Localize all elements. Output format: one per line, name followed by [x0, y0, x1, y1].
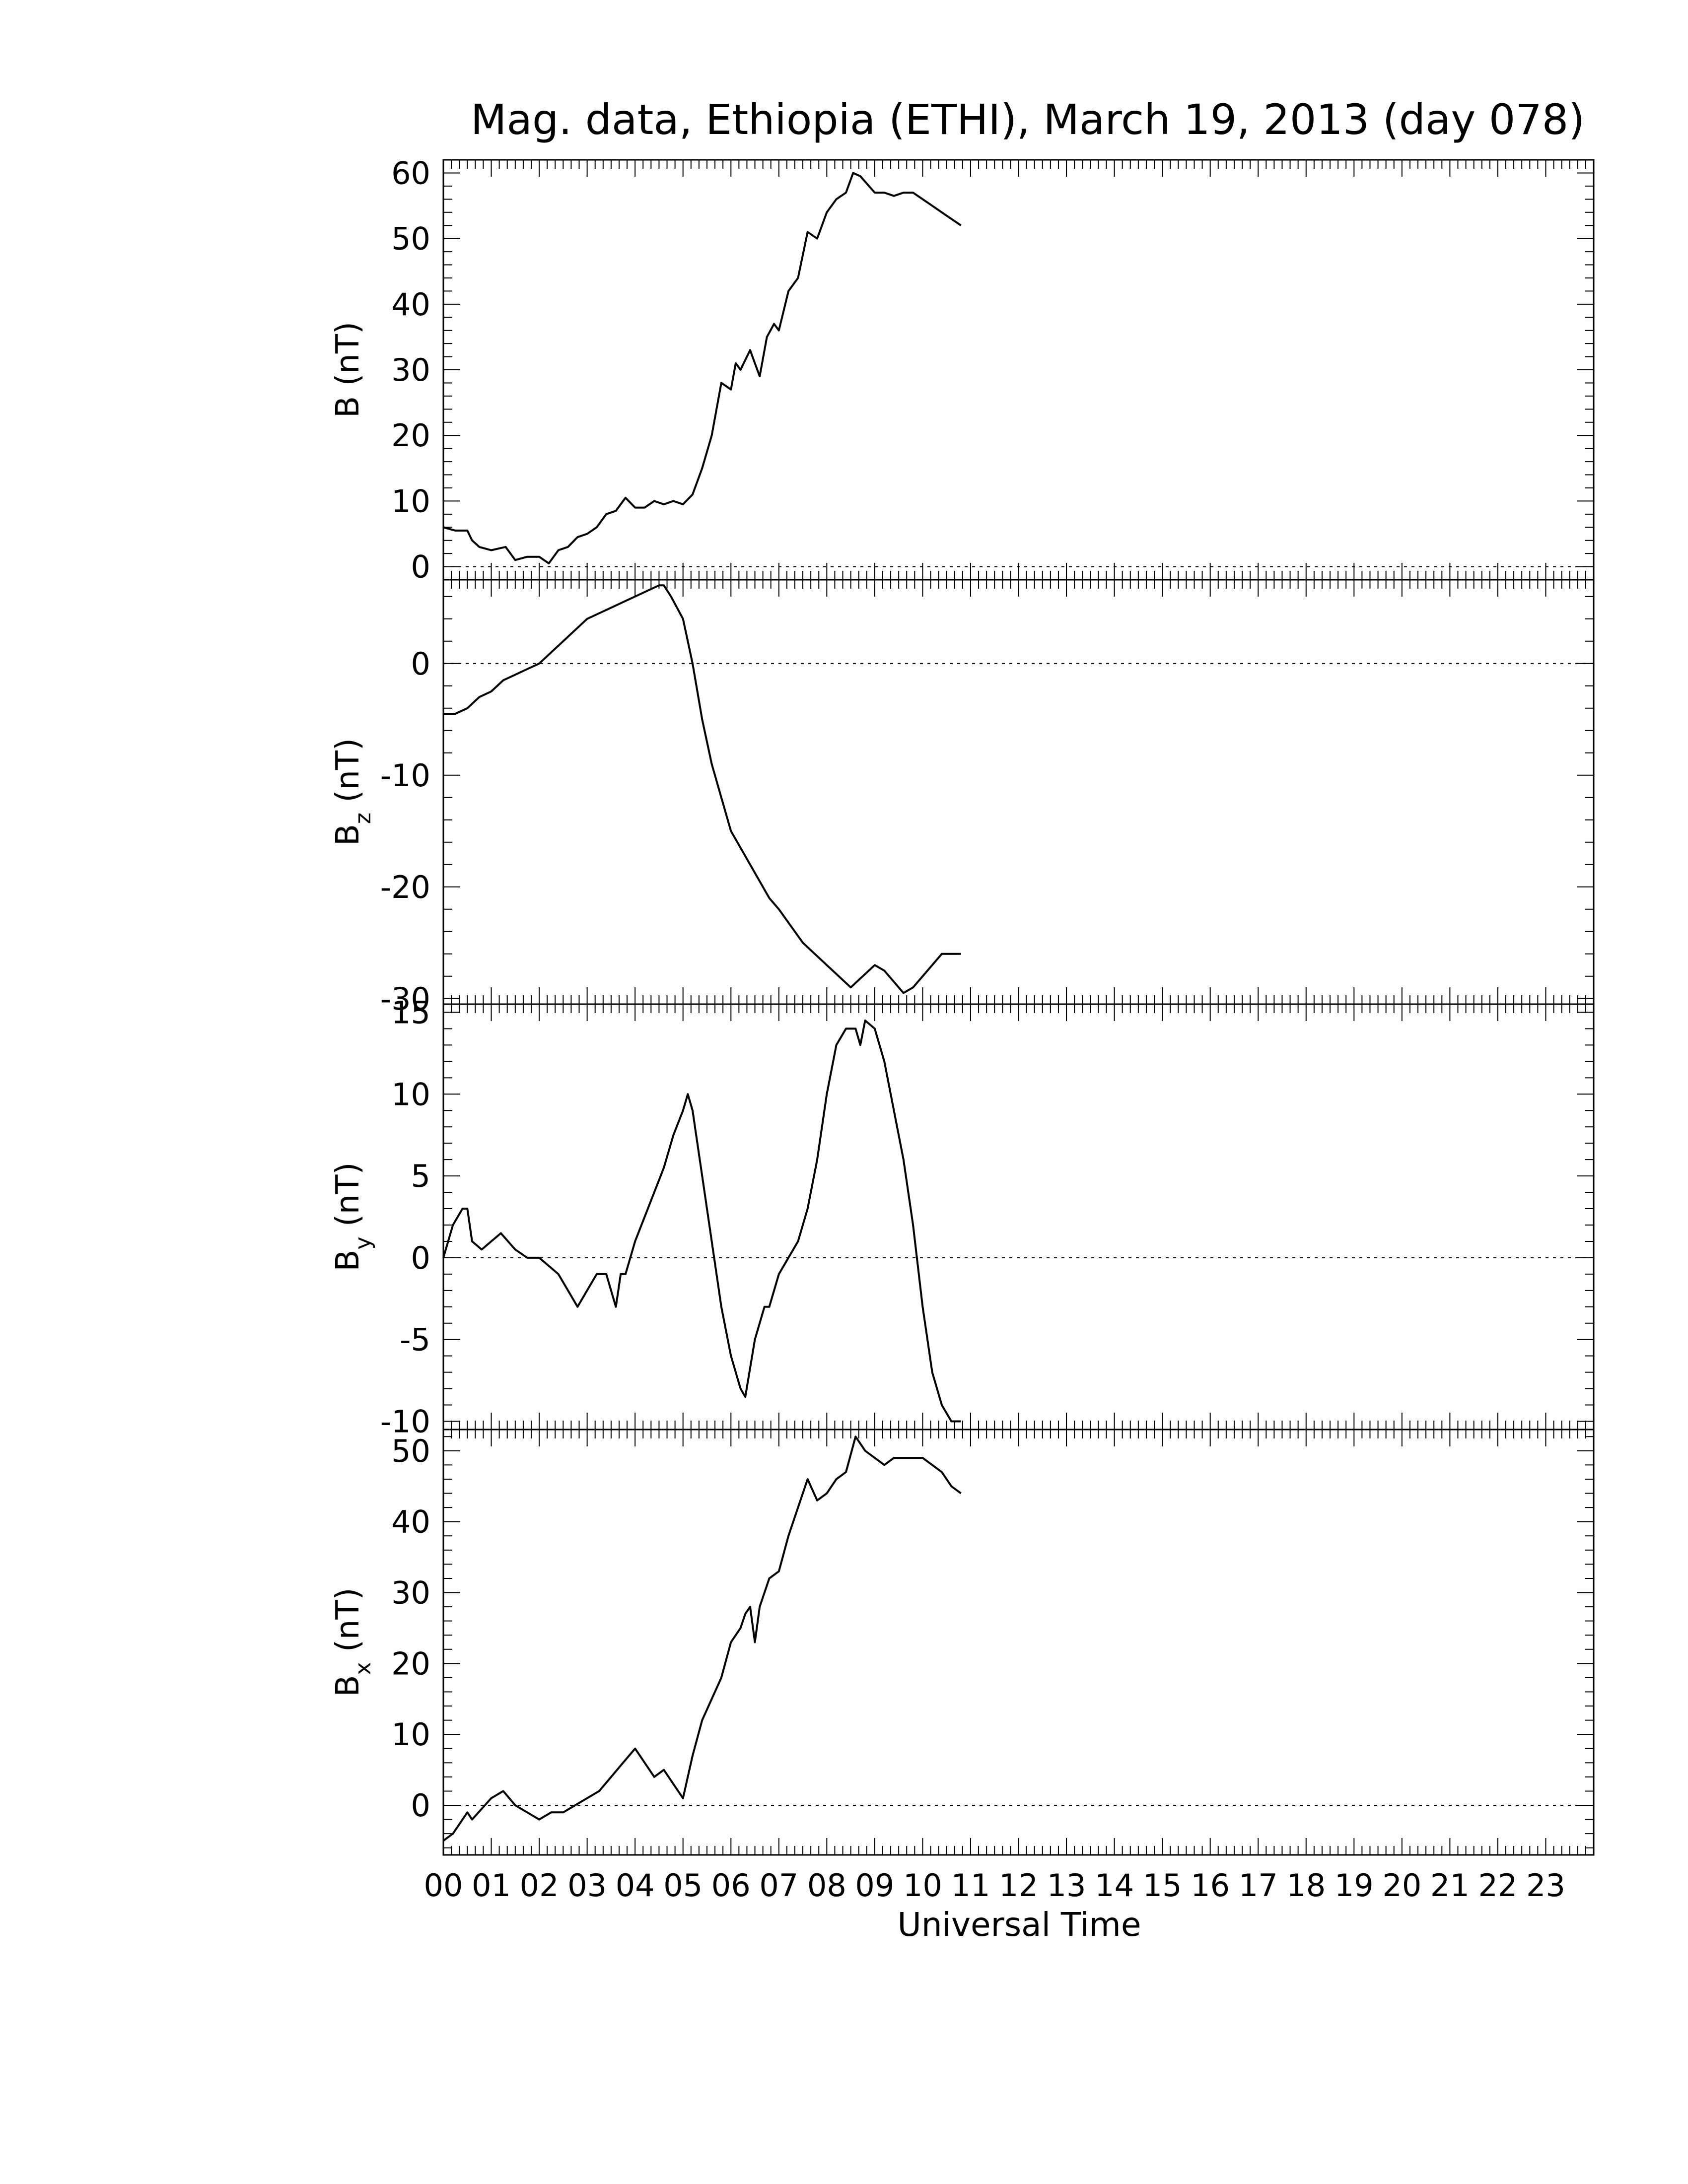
y-tick-marks: [443, 1012, 1594, 1422]
x-tick-label: 20: [1382, 1867, 1421, 1904]
y-tick-label: 40: [391, 1504, 430, 1540]
x-tick-label: 06: [711, 1867, 751, 1904]
y-tick-label: 20: [391, 417, 430, 454]
x-tick-label: 21: [1430, 1867, 1470, 1904]
x-tick-label: 01: [472, 1867, 511, 1904]
y-tick-label: 50: [391, 1433, 430, 1469]
x-tick-label: 17: [1239, 1867, 1278, 1904]
x-tick-label: 22: [1478, 1867, 1517, 1904]
y-tick-marks: [443, 1436, 1594, 1848]
x-tick-label: 10: [903, 1867, 942, 1904]
series-line-by: [442, 1020, 961, 1423]
y-tick-label: 30: [391, 1575, 430, 1611]
y-axis-label: Bx (nT): [330, 1588, 376, 1697]
x-axis-label: Universal Time: [898, 1906, 1141, 1944]
series-line-bx: [442, 1435, 962, 1842]
y-tick-label: 5: [411, 1158, 430, 1194]
x-tick-label: 02: [520, 1867, 559, 1904]
x-tick-label: 19: [1335, 1867, 1374, 1904]
x-tick-label: 15: [1143, 1867, 1182, 1904]
y-tick-label: -5: [400, 1322, 430, 1358]
y-tick-label: 30: [391, 352, 430, 388]
y-axis-label: Bz (nT): [330, 738, 376, 846]
x-tick-marks: [443, 1430, 1594, 1855]
x-tick-label: 13: [1047, 1867, 1086, 1904]
y-tick-label: 10: [391, 1716, 430, 1753]
y-tick-marks: [443, 159, 1594, 580]
y-tick-label: 0: [411, 646, 430, 682]
y-tick-label: -20: [380, 869, 430, 905]
y-tick-label: -30: [380, 981, 430, 1017]
x-tick-label: 16: [1191, 1867, 1230, 1904]
y-tick-label: 10: [391, 1076, 430, 1112]
panel-by: -10 -5 0 5 10 15 By (nT): [330, 994, 1595, 1440]
series-line-b: [443, 172, 962, 564]
x-tick-marks: [443, 1004, 1594, 1430]
y-tick-label: 10: [391, 483, 430, 519]
x-tick-label: 08: [807, 1867, 846, 1904]
y-tick-label: 0: [411, 1787, 430, 1824]
x-tick-label: 05: [663, 1867, 703, 1904]
x-tick-label: 18: [1286, 1867, 1326, 1904]
panel-frame: [442, 159, 1595, 581]
y-tick-label: 15: [391, 994, 430, 1030]
panel-frame: [442, 579, 1595, 1005]
y-tick-label: -10: [380, 1404, 430, 1440]
x-tick-label: 11: [951, 1867, 990, 1904]
y-tick-marks: [443, 596, 1594, 999]
panel-bz: -30 -20 -10 0 Bz (nT): [330, 579, 1595, 1017]
panel-b-total: 0 10 20 30 40 50 60 B (nT): [330, 155, 1595, 585]
x-tick-labels: 00 01 02 03 04 05 06 07 08 09 10 11 12 13 14 15 16 17 18 19…: [424, 1867, 1565, 1904]
y-tick-label: 0: [411, 549, 430, 585]
x-tick-label: 14: [1095, 1867, 1134, 1904]
y-tick-label: 50: [391, 221, 430, 257]
x-tick-label: 23: [1526, 1867, 1565, 1904]
x-tick-label: 09: [855, 1867, 894, 1904]
x-tick-label: 00: [424, 1867, 463, 1904]
panel-frame: [442, 1003, 1595, 1431]
chart-title: Mag. data, Ethiopia (ETHI), March 19, 20…: [471, 95, 1585, 144]
x-tick-label: 03: [567, 1867, 607, 1904]
y-tick-label: -10: [380, 757, 430, 794]
x-tick-marks: [443, 580, 1594, 1004]
y-tick-label: 60: [391, 155, 430, 191]
x-tick-label: 04: [616, 1867, 655, 1904]
y-tick-label: 40: [391, 286, 430, 323]
x-tick-label: 12: [999, 1867, 1038, 1904]
y-tick-label: 0: [411, 1240, 430, 1276]
x-tick-label: 07: [759, 1867, 798, 1904]
y-tick-label: 20: [391, 1645, 430, 1682]
panel-bx: 0 10 20 30 40 50 Bx (nT): [330, 1429, 1595, 1856]
x-tick-marks: [443, 160, 1594, 580]
y-axis-label: By (nT): [330, 1162, 376, 1272]
panel-frame: [442, 1429, 1595, 1856]
y-axis-label: B (nT): [330, 322, 366, 418]
series-line-bz: [443, 584, 961, 994]
